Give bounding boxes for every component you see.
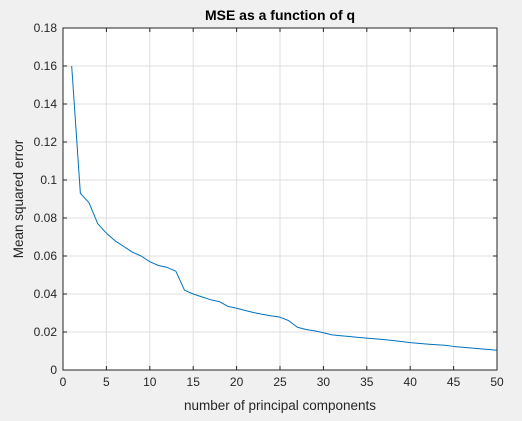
x-tick-label: 50 <box>490 375 504 389</box>
x-tick-label: 10 <box>143 375 157 389</box>
y-tick-label: 0.04 <box>34 287 58 301</box>
x-tick-label: 35 <box>360 375 374 389</box>
x-tick-label: 30 <box>317 375 331 389</box>
x-tick-label: 45 <box>447 375 461 389</box>
y-tick-label: 0.1 <box>40 173 57 187</box>
x-axis-label: number of principal components <box>184 398 376 413</box>
x-tick-label: 20 <box>230 375 244 389</box>
y-tick-label: 0 <box>50 363 57 377</box>
y-tick-label: 0.02 <box>34 325 58 339</box>
y-tick-label: 0.18 <box>34 21 58 35</box>
y-axis-ticks: 0 0.02 0.04 0.06 0.08 0.1 0.12 0.14 0.16 0.18 <box>34 21 497 377</box>
y-tick-label: 0.12 <box>34 135 58 149</box>
y-axis-label: Mean squared error <box>11 139 26 258</box>
y-tick-label: 0.14 <box>34 97 58 111</box>
x-tick-label: 40 <box>404 375 418 389</box>
y-tick-label: 0.06 <box>34 249 58 263</box>
x-tick-label: 15 <box>187 375 201 389</box>
x-tick-label: 5 <box>103 375 110 389</box>
x-tick-label: 0 <box>60 375 67 389</box>
series-line <box>71 65 498 351</box>
x-axis-ticks: 0 5 10 15 20 25 30 35 40 45 50 <box>60 28 504 389</box>
y-tick-label: 0.08 <box>34 211 58 225</box>
chart-title: MSE as a function of q <box>205 7 355 23</box>
series-group <box>71 65 498 351</box>
y-tick-label: 0.16 <box>34 59 58 73</box>
x-tick-label: 25 <box>273 375 287 389</box>
